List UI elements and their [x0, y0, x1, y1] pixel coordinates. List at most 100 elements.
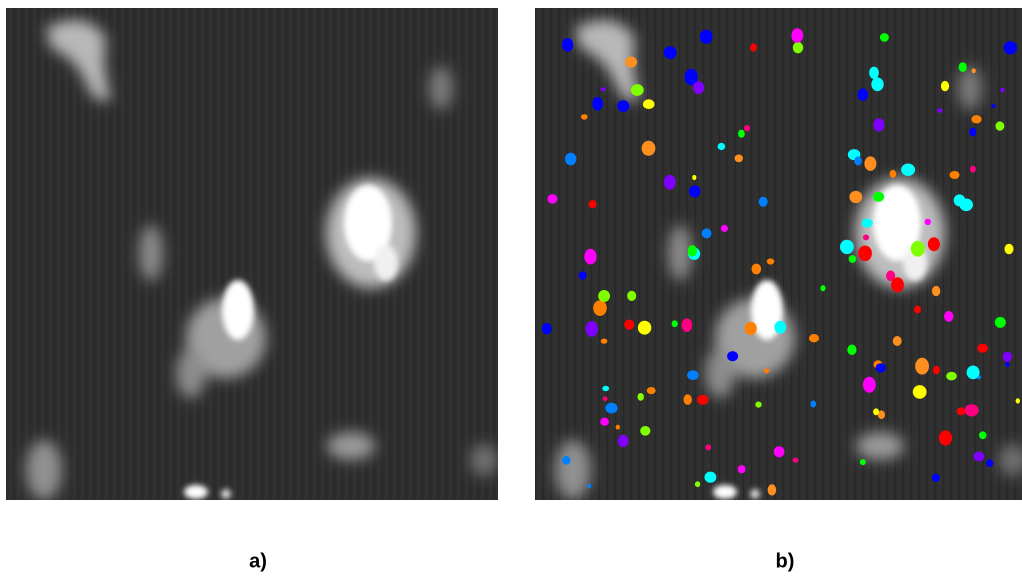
segment-blob	[587, 483, 592, 489]
segment-blob	[600, 338, 608, 344]
segment-blob	[986, 459, 994, 468]
segment-blob	[687, 370, 699, 380]
segment-blob	[593, 300, 607, 316]
segment-blob	[627, 290, 637, 301]
segment-blob	[565, 152, 577, 166]
segment-blob	[810, 400, 817, 408]
segment-blob	[973, 451, 985, 462]
segment-blob	[966, 365, 980, 380]
segment-blob	[977, 343, 988, 353]
segmentation-overlay	[541, 28, 1020, 496]
segment-blob	[684, 68, 698, 86]
panel-label: a)	[249, 550, 267, 572]
segment-blob	[1015, 398, 1020, 404]
segment-blob	[750, 43, 757, 52]
segment-blob	[720, 224, 728, 232]
segment-blob	[584, 248, 597, 265]
segment-blob	[624, 319, 635, 330]
segment-blob	[727, 351, 739, 362]
segment-blob	[871, 77, 884, 92]
segment-blob	[969, 127, 977, 137]
segment-blob	[592, 96, 603, 111]
segment-blob	[914, 305, 921, 314]
segment-blob	[847, 344, 857, 356]
segment-blob	[764, 368, 770, 374]
segment-blob	[617, 434, 629, 448]
segment-blob	[693, 81, 705, 95]
segment-blob	[630, 84, 644, 96]
segment-blob	[692, 174, 697, 181]
segment-blob	[994, 316, 1006, 328]
segment-blob	[602, 396, 608, 402]
segment-blob	[717, 142, 726, 151]
segment-blob	[933, 365, 940, 375]
segment-blob	[915, 357, 929, 375]
segment-blob	[944, 311, 954, 322]
segment-blob	[931, 473, 940, 482]
segment-blob	[1003, 41, 1017, 55]
segment-blob	[751, 263, 762, 275]
segment-blob	[959, 198, 973, 212]
segment-blob	[889, 169, 897, 178]
segment-blob	[938, 430, 953, 446]
segment-blob	[864, 156, 877, 171]
segment-blob	[956, 407, 966, 416]
segment-blob	[971, 68, 976, 74]
panel-b-image	[535, 8, 1022, 500]
segment-blob	[877, 410, 885, 420]
segment-blob	[937, 108, 943, 113]
segment-blob	[940, 80, 950, 92]
segment-blob	[615, 424, 620, 430]
segment-blob	[617, 100, 630, 112]
segment-blob	[578, 271, 587, 280]
segment-blob	[910, 240, 925, 257]
segment-blob	[912, 385, 927, 399]
segment-blob	[743, 125, 751, 132]
segment-blob	[734, 154, 743, 163]
segment-blob	[854, 156, 862, 166]
segment-blob	[1004, 243, 1014, 255]
segment-blob	[873, 191, 885, 202]
segment-blob	[901, 163, 916, 176]
segment-blob	[598, 290, 610, 302]
segment-blob	[848, 255, 857, 263]
segment-blob	[991, 104, 996, 108]
segment-blob	[858, 245, 872, 262]
segment-blob	[840, 239, 854, 255]
panel-label: b)	[776, 550, 795, 572]
segment-blob	[859, 459, 866, 466]
segment-blob	[791, 28, 804, 43]
segment-blob	[970, 165, 976, 173]
segment-blob	[927, 237, 940, 252]
segment-blob	[600, 87, 606, 92]
segment-blob	[602, 385, 610, 392]
segment-blob	[964, 404, 979, 417]
segment-blob	[879, 33, 889, 42]
segment-blob	[687, 245, 697, 257]
segment-blob	[704, 471, 717, 483]
segment-blob	[683, 394, 692, 405]
segment-blob	[924, 218, 931, 226]
segment-blob	[663, 46, 677, 60]
segment-blob	[641, 140, 656, 156]
segment-blob	[581, 114, 588, 120]
segment-blob	[646, 387, 656, 395]
segment-blob	[892, 336, 902, 346]
segment-blob	[979, 431, 987, 440]
segment-blob	[774, 320, 787, 334]
segment-blob	[946, 371, 957, 381]
segment-blob	[605, 402, 618, 414]
segment-blob	[699, 29, 713, 44]
segment-blob	[891, 277, 904, 293]
segment-blob	[697, 394, 709, 405]
segment-blob	[738, 129, 745, 138]
segment-blob	[931, 285, 941, 297]
segment-blob	[949, 171, 960, 179]
segment-blob	[862, 376, 876, 393]
segment-blob	[637, 320, 652, 335]
segment-blob	[600, 417, 609, 426]
segment-blob	[640, 426, 651, 436]
segment-blob	[541, 322, 552, 335]
